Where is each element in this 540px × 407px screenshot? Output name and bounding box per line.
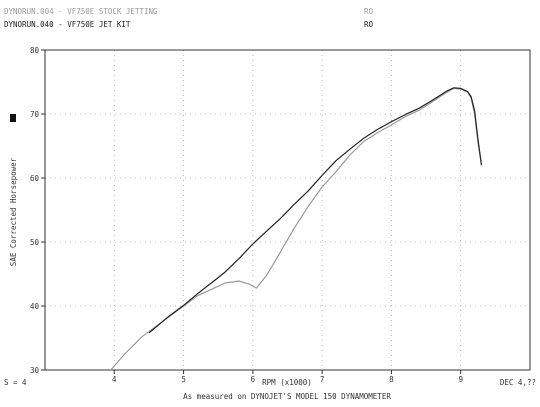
x-tick-label: 8 xyxy=(389,375,394,384)
y-axis-marker xyxy=(10,114,16,122)
x-tick-label: 5 xyxy=(181,375,186,384)
legend: DYNORUN.004 - VF750E STOCK JETTING RO DY… xyxy=(4,7,374,29)
x-tick-label: 6 xyxy=(251,375,256,384)
legend-series-2-name: DYNORUN.040 - VF750E JET KIT xyxy=(4,20,131,29)
y-tick-label: 60 xyxy=(30,174,40,183)
legend-series-1-tag: RO xyxy=(364,7,374,16)
x-tick-label: 4 xyxy=(112,375,117,384)
y-tick-label: 50 xyxy=(30,238,40,247)
plot-frame xyxy=(44,49,531,371)
series-line-2 xyxy=(148,87,483,334)
y-tick-label: 40 xyxy=(30,302,40,311)
x-tick-label: 9 xyxy=(458,375,463,384)
y-axis-label: SAE Corrected Horsepower xyxy=(9,157,18,266)
x-tick-label: 7 xyxy=(320,375,325,384)
y-tick-label: 70 xyxy=(30,110,40,119)
legend-series-1-name: DYNORUN.004 - VF750E STOCK JETTING xyxy=(4,7,158,16)
y-ticks: 30 40 50 60 70 80 xyxy=(30,46,45,375)
footer-caption: As measured on DYNOJET'S MODEL 150 DYNAM… xyxy=(183,392,391,401)
legend-series-2-tag: RO xyxy=(364,20,374,29)
series-line-1 xyxy=(110,87,483,371)
x-ticks: 4 5 6 7 8 9 xyxy=(112,370,463,384)
footer-right-label: DEC 4,?? xyxy=(500,378,536,387)
series-lines xyxy=(110,87,483,371)
y-tick-label: 30 xyxy=(30,366,40,375)
y-tick-label: 80 xyxy=(30,46,40,55)
grid xyxy=(45,50,530,370)
x-axis-label: RPM (x1000) xyxy=(262,378,312,387)
footer-left-label: S = 4 xyxy=(4,378,27,387)
